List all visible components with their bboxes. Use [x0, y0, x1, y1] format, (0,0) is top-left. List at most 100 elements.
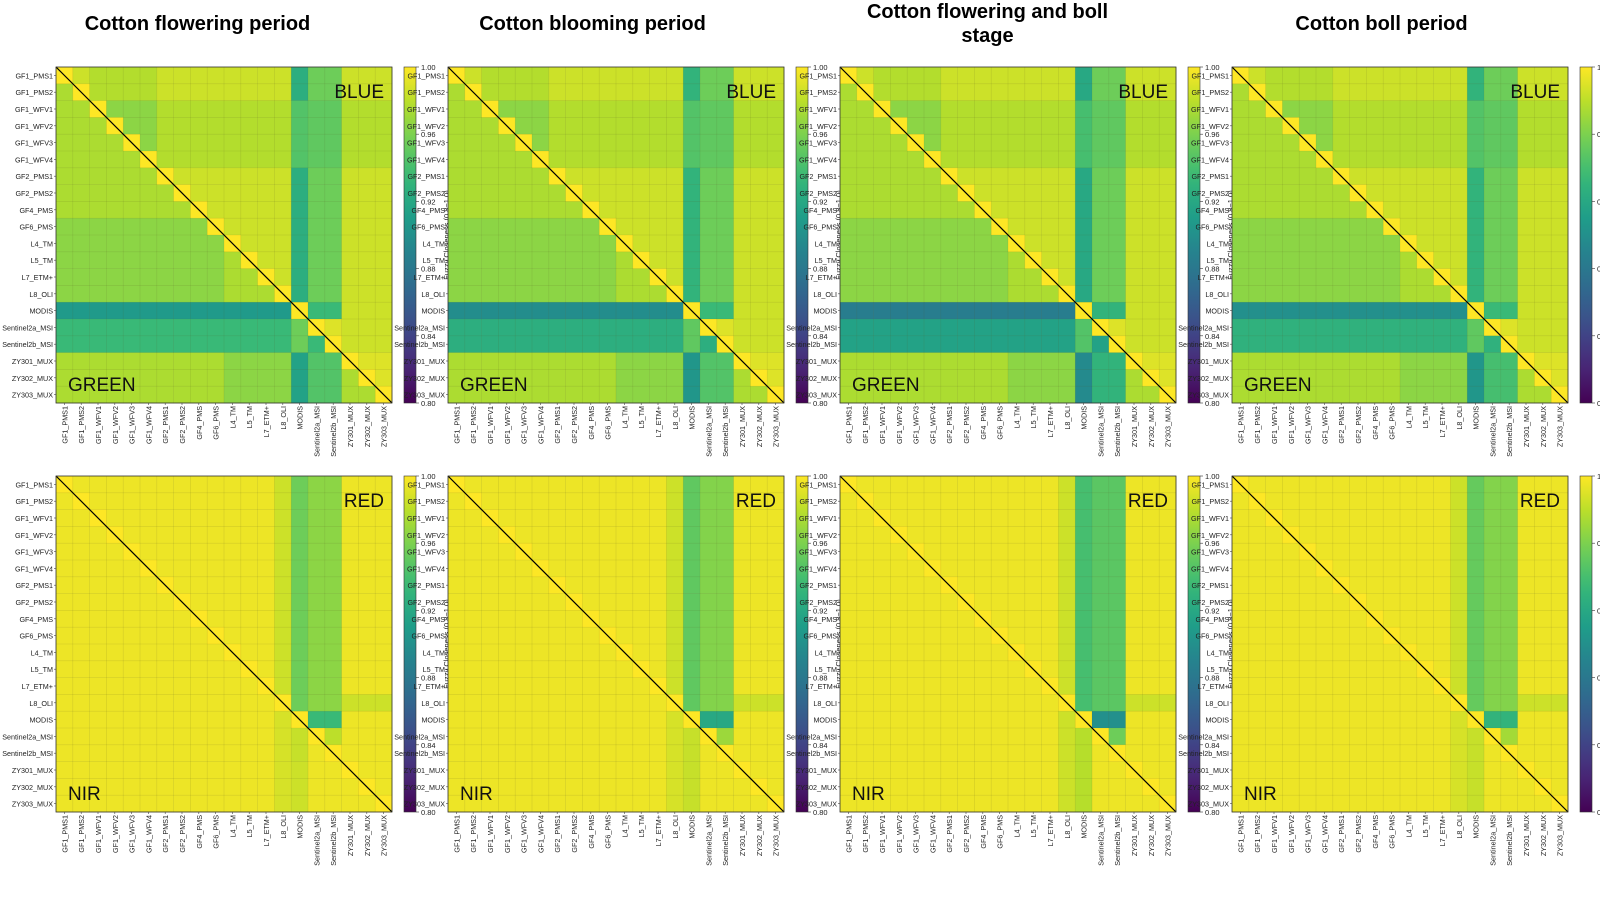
heatmap-cell: [1024, 560, 1042, 578]
heatmap-cell: [140, 268, 158, 286]
heatmap-cell: [56, 778, 74, 796]
heatmap-cell: [991, 201, 1009, 219]
heatmap-cell: [1500, 660, 1518, 678]
heatmap-cell: [716, 560, 734, 578]
heatmap-cell: [1433, 476, 1451, 494]
heatmap-cell: [1366, 235, 1384, 253]
heatmap-cell: [156, 492, 174, 510]
heatmap-cell: [140, 627, 158, 645]
heatmap-cell: [72, 218, 90, 236]
heatmap-cell: [1142, 67, 1160, 85]
heatmap-cell: [767, 201, 785, 219]
heatmap-cell: [1383, 319, 1401, 337]
heatmap-cell: [1142, 660, 1160, 678]
heatmap-cell: [856, 100, 874, 118]
heatmap-cell: [532, 319, 550, 337]
heatmap-cell: [767, 302, 785, 320]
heatmap-cell: [1433, 167, 1451, 185]
heatmap-cell: [1248, 100, 1266, 118]
y-tick-label: GF1_WFV1: [15, 514, 53, 523]
x-tick-label: GF4_PMS: [1371, 815, 1380, 849]
heatmap-cell: [1125, 560, 1143, 578]
heatmap-cell: [308, 677, 326, 695]
heatmap-cell: [324, 386, 342, 404]
y-tick-label: L8_OLI: [421, 699, 445, 708]
heatmap-cell: [1467, 795, 1485, 813]
y-tick-label: MODIS: [813, 307, 837, 316]
heatmap-cell: [1534, 67, 1552, 85]
heatmap-cell: [565, 744, 583, 762]
heatmap-cell: [1008, 218, 1026, 236]
heatmap-cell: [240, 492, 258, 510]
heatmap-cell: [156, 151, 174, 169]
heatmap-cell: [1534, 268, 1552, 286]
heatmap-cell: [106, 167, 124, 185]
heatmap-cell: [1534, 694, 1552, 712]
heatmap-cell: [616, 610, 634, 628]
heatmap-cell: [1232, 744, 1250, 762]
heatmap-cell: [840, 151, 858, 169]
heatmap-cell: [1500, 235, 1518, 253]
heatmap-cell: [341, 694, 359, 712]
heatmap-cell: [1500, 593, 1518, 611]
heatmap-cell: [1058, 509, 1076, 527]
heatmap-cell: [156, 285, 174, 303]
y-tick-label: MODIS: [29, 307, 53, 316]
heatmap-cell: [448, 593, 466, 611]
heatmap-cell: [448, 660, 466, 678]
heatmap-cell: [224, 218, 242, 236]
heatmap-cell: [1551, 352, 1569, 370]
heatmap-cell: [1517, 369, 1535, 387]
heatmap-cell: [481, 83, 499, 101]
x-tick-label: GF1_WFV1: [486, 815, 495, 853]
heatmap-cell: [156, 677, 174, 695]
heatmap-cell: [565, 694, 583, 712]
heatmap-cell: [532, 644, 550, 662]
heatmap-cell: [974, 711, 992, 729]
heatmap-cell: [257, 100, 275, 118]
heatmap-cell: [750, 184, 768, 202]
heatmap-cell: [173, 151, 191, 169]
heatmap-cell: [1450, 509, 1468, 527]
heatmap-cell: [341, 218, 359, 236]
heatmap-cell: [123, 218, 141, 236]
heatmap-cell: [750, 543, 768, 561]
heatmap-cell: [1125, 694, 1143, 712]
heatmap-cell: [632, 593, 650, 611]
heatmap-cell: [750, 151, 768, 169]
y-tick-label: GF2_PMS1: [799, 172, 837, 181]
heatmap-cell: [907, 711, 925, 729]
heatmap-cell: [1008, 492, 1026, 510]
heatmap-cell: [140, 644, 158, 662]
heatmap-cell: [1058, 660, 1076, 678]
heatmap-cell: [341, 201, 359, 219]
heatmap-cell: [1517, 151, 1535, 169]
heatmap-cell: [1232, 184, 1250, 202]
heatmap-cell: [464, 644, 482, 662]
heatmap-cell: [89, 627, 107, 645]
y-tick-label: GF4_PMS: [803, 206, 837, 215]
heatmap-cell: [957, 694, 975, 712]
heatmap-cell: [448, 644, 466, 662]
heatmap-cell: [464, 151, 482, 169]
heatmap-cell: [856, 560, 874, 578]
heatmap-cell: [1332, 660, 1350, 678]
heatmap-cell: [1299, 352, 1317, 370]
heatmap-cell: [308, 761, 326, 779]
heatmap-cell: [683, 251, 701, 269]
heatmap-cell: [1500, 100, 1518, 118]
x-tick-label: GF1_WFV4: [1320, 406, 1329, 444]
heatmap-cell: [767, 509, 785, 527]
y-tick-label: GF1_WFV1: [407, 105, 445, 114]
heatmap-cell: [1534, 593, 1552, 611]
heatmap-cell: [716, 576, 734, 594]
heatmap-cell: [1332, 335, 1350, 353]
heatmap-cell: [341, 134, 359, 152]
y-tick-label: GF4_PMS: [411, 206, 445, 215]
heatmap-cell: [140, 761, 158, 779]
heatmap-cell: [1125, 100, 1143, 118]
heatmap-cell: [224, 167, 242, 185]
heatmap-cell: [890, 134, 908, 152]
heatmap-cell: [1008, 694, 1026, 712]
heatmap-cell: [1282, 167, 1300, 185]
